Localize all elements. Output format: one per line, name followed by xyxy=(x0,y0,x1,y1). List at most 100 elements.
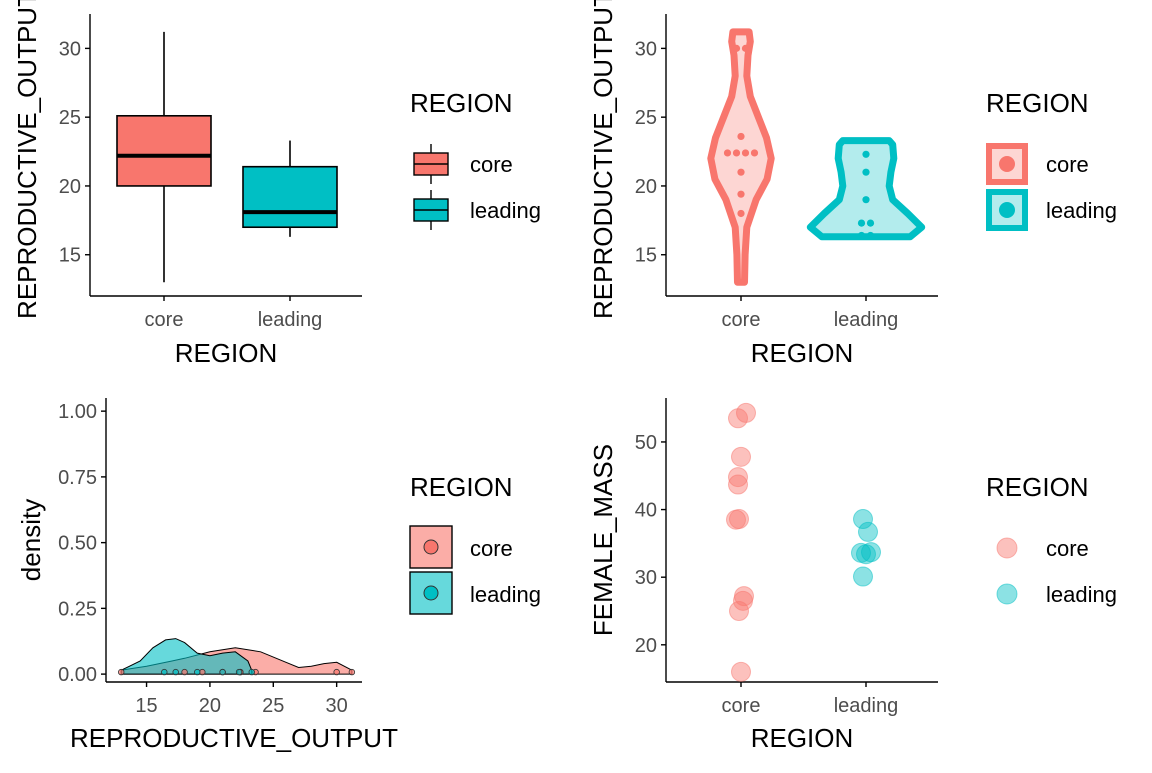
y-tick-label: 30 xyxy=(59,38,81,60)
legend-title: REGION xyxy=(986,88,1089,118)
violin-point-core xyxy=(750,149,759,157)
density-point-core xyxy=(181,668,188,676)
y-tick-label: 0.75 xyxy=(58,467,97,489)
scatter-panel: 20 30 40 50 core leading REGION FEMALE_MASS REGI… xyxy=(588,398,1117,753)
y-tick-label: 0.50 xyxy=(58,533,97,555)
legend-label-leading: leading xyxy=(1046,582,1117,607)
density-point-core xyxy=(348,668,356,676)
density-point-leading xyxy=(248,668,255,676)
violin-leading xyxy=(806,137,926,241)
density-point-core xyxy=(333,668,340,676)
y-axis-title: density xyxy=(16,499,46,581)
density-point-leading xyxy=(219,668,226,676)
x-axis-title: REPRODUCTIVE_OUTPUT xyxy=(70,723,398,753)
violin-point-core xyxy=(737,209,745,218)
box-leading xyxy=(242,165,338,229)
y-tick-label: 15 xyxy=(59,245,81,267)
legend-title: REGION xyxy=(410,88,513,118)
legend-label-leading: leading xyxy=(1046,198,1117,223)
legend-label-core: core xyxy=(1046,536,1089,561)
violin-point-core xyxy=(732,149,741,157)
scatter-point-core xyxy=(728,474,748,495)
y-tick-label: 1.00 xyxy=(58,401,97,423)
scatter-point-core xyxy=(733,590,753,611)
x-tick-label: leading xyxy=(834,695,899,717)
legend-label-core: core xyxy=(470,536,513,561)
violin-point-core xyxy=(737,190,745,198)
density-point-leading xyxy=(194,668,201,676)
violin-point-leading xyxy=(866,231,875,240)
y-tick-label: 20 xyxy=(635,176,657,198)
legend-dot xyxy=(423,585,439,601)
legend-key-leading xyxy=(409,571,453,615)
y-axis-title: FEMALE_MASS xyxy=(588,444,618,636)
y-axis-title: REPRODUCTIVE_OUTPUT xyxy=(588,0,618,319)
density-point-leading xyxy=(161,668,168,676)
scatter-point-core xyxy=(731,661,751,682)
legend-label-core: core xyxy=(470,152,513,177)
scatter-point-core xyxy=(729,509,749,530)
violin-panel: 15 20 25 30 core leading REGION REPRODUCTIVE_OU… xyxy=(588,0,1117,368)
density-point-core xyxy=(118,668,125,676)
legend-label-leading: leading xyxy=(470,582,541,607)
x-tick-label: 15 xyxy=(135,695,157,717)
violin-core xyxy=(707,28,775,286)
y-axis-title: REPRODUCTIVE_OUTPUT xyxy=(12,0,42,319)
x-tick-label: core xyxy=(722,695,761,717)
legend-key-leading xyxy=(996,583,1018,605)
legend-dot xyxy=(996,583,1018,605)
legend-key-core xyxy=(413,144,449,184)
legend-key-core xyxy=(409,525,453,569)
legend-label-leading: leading xyxy=(470,198,541,223)
y-tick-label: 15 xyxy=(635,245,657,267)
box-core xyxy=(116,114,212,187)
legend-dot xyxy=(999,202,1015,218)
violin-point-core xyxy=(737,168,745,176)
x-tick-label: 30 xyxy=(326,695,348,717)
violin-point-core xyxy=(732,44,741,52)
scatter-point-core xyxy=(729,601,749,621)
violin-point-leading xyxy=(857,231,866,240)
x-axis-title: REGION xyxy=(751,338,854,368)
y-tick-label: 25 xyxy=(59,107,81,129)
legend-dot xyxy=(996,537,1018,559)
x-axis-title: REGION xyxy=(175,338,278,368)
legend-title: REGION xyxy=(410,472,513,502)
legend-key-core xyxy=(986,143,1028,185)
density-point-leading xyxy=(172,668,179,676)
y-tick-label: 30 xyxy=(635,38,657,60)
y-tick-label: 20 xyxy=(635,635,657,657)
scatter-point-leading xyxy=(853,566,873,587)
x-tick-label: leading xyxy=(258,309,323,331)
scatter-point-core xyxy=(736,402,756,423)
boxplot-panel: 15 20 25 30 core leading REGION REPRODUCTIVE_OU… xyxy=(12,0,541,368)
y-tick-label: 40 xyxy=(635,500,657,522)
y-tick-label: 25 xyxy=(635,107,657,129)
x-tick-label: core xyxy=(145,309,184,331)
x-tick-label: 20 xyxy=(199,695,221,717)
scatter-point-leading xyxy=(853,509,873,530)
x-tick-label: 25 xyxy=(262,695,284,717)
violin-point-leading xyxy=(857,219,866,227)
y-tick-label: 0.00 xyxy=(58,664,97,686)
density-area-leading xyxy=(120,638,253,675)
density-panel: 0.00 0.25 0.50 0.75 1.00 15 20 25 30 REPRODUCTIVE… xyxy=(16,398,541,753)
y-tick-label: 50 xyxy=(635,432,657,454)
violin-point-core xyxy=(723,149,732,157)
scatter-point-leading xyxy=(856,544,876,565)
legend-key-core xyxy=(996,537,1018,559)
violin-point-core xyxy=(741,44,750,52)
y-tick-label: 30 xyxy=(635,567,657,589)
scatter-point-leading xyxy=(858,521,878,542)
violin-point-leading xyxy=(862,168,870,176)
violin-point-leading xyxy=(862,196,870,204)
legend-key-leading xyxy=(986,189,1028,231)
scatter-point-core xyxy=(728,467,748,488)
scatter-point-leading xyxy=(861,542,881,563)
x-tick-label: core xyxy=(722,309,761,331)
violin-point-leading xyxy=(866,219,875,227)
legend-label-core: core xyxy=(1046,152,1089,177)
x-axis-title: REGION xyxy=(751,723,854,753)
violin-point-core xyxy=(741,149,750,157)
